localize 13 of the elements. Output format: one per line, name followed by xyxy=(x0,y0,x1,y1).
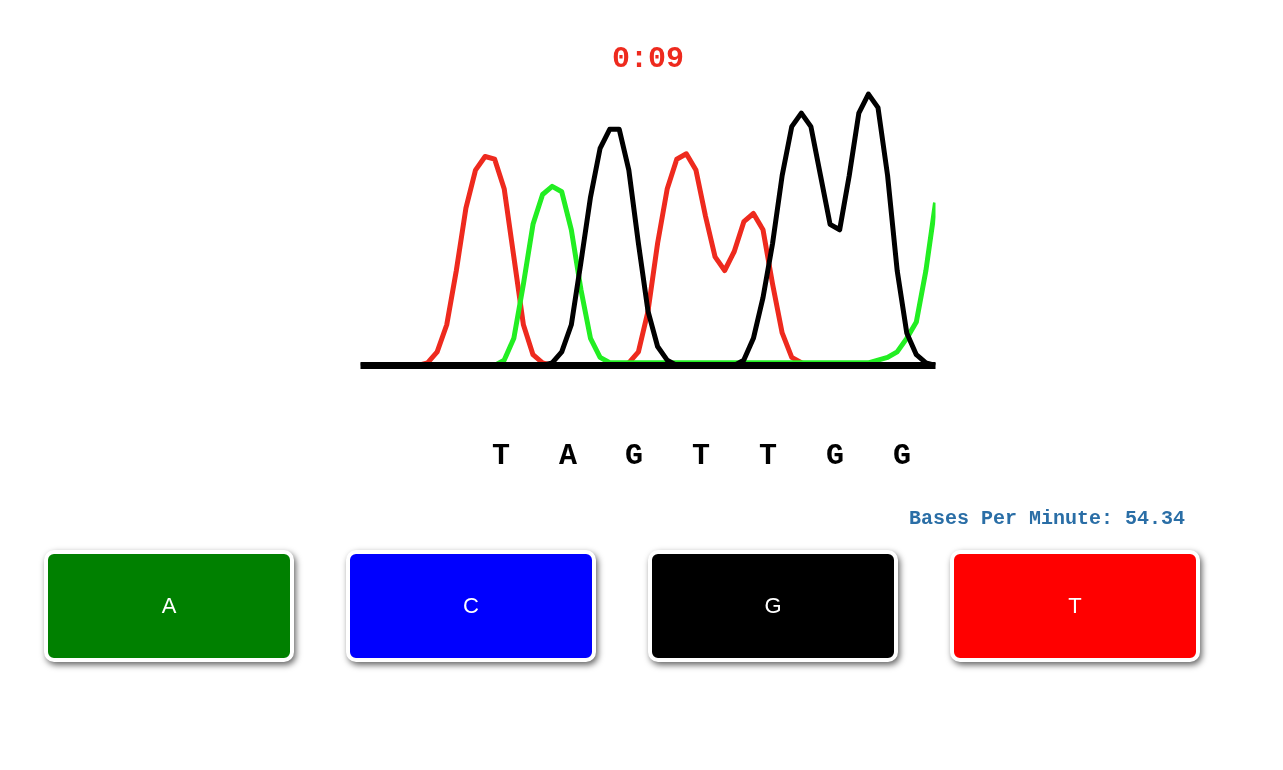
text: C xyxy=(463,592,479,621)
text: T xyxy=(691,438,711,475)
text: G xyxy=(825,438,845,475)
text: A xyxy=(558,438,578,475)
text: G xyxy=(892,438,912,475)
text: T xyxy=(1068,592,1082,621)
chart-title: 0:09 xyxy=(611,41,685,76)
text: T xyxy=(491,438,511,475)
text: G xyxy=(764,592,782,621)
text: A xyxy=(161,592,177,621)
text: T xyxy=(758,438,778,475)
text: Bases Per Minute: 54.34 xyxy=(908,506,1185,532)
text: G xyxy=(624,438,644,475)
